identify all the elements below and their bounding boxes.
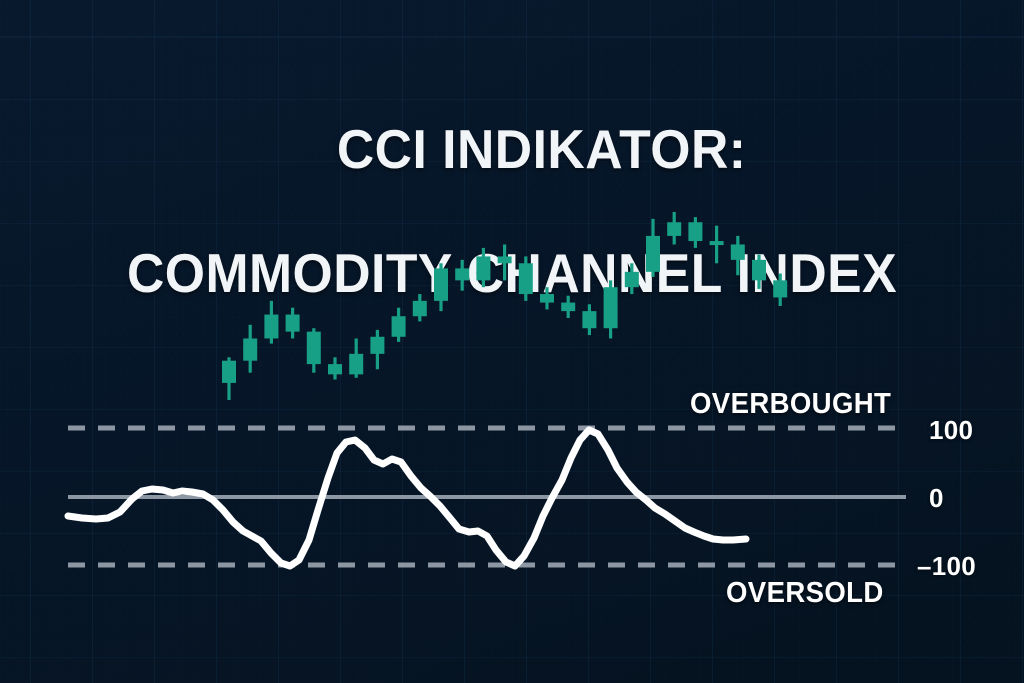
- candle-body: [476, 256, 491, 281]
- candle-body: [370, 336, 385, 354]
- candle-body: [603, 287, 618, 329]
- candle-body: [455, 268, 470, 281]
- candle-body: [730, 244, 745, 260]
- candle-body: [349, 353, 364, 375]
- candle-body: [773, 280, 788, 298]
- candle-body: [646, 235, 660, 272]
- candle-body: [222, 360, 236, 383]
- cci-line-series: [64, 426, 750, 570]
- candle-body: [434, 268, 448, 301]
- axis-label-100: 100: [929, 415, 974, 445]
- axis-label-0: 0: [929, 483, 944, 513]
- candle-body: [497, 256, 512, 264]
- threshold-lines: [68, 425, 906, 568]
- overbought-label: OVERBOUGHT: [690, 388, 892, 420]
- candle-body: [328, 364, 342, 375]
- candle-body: [582, 311, 597, 329]
- candle-body: [243, 338, 258, 361]
- candle-body: [285, 314, 300, 332]
- axis-label-minus-100: –100: [917, 551, 977, 581]
- candle-body: [518, 263, 533, 295]
- candle-body: [667, 222, 682, 236]
- candle-body: [709, 241, 724, 246]
- candle-body: [264, 314, 279, 339]
- candle-body: [688, 222, 703, 242]
- candlestick-series: [222, 212, 788, 400]
- candle-body: [412, 300, 427, 317]
- candle-body: [306, 331, 321, 365]
- candle-body: [624, 271, 639, 288]
- candle-body: [752, 259, 766, 281]
- oversold-label: OVERSOLD: [726, 577, 884, 609]
- title-line-1: CCI INDIKATOR:: [336, 118, 747, 180]
- candle-body: [391, 316, 406, 337]
- candle-body: [540, 294, 554, 303]
- candle-body: [561, 302, 576, 312]
